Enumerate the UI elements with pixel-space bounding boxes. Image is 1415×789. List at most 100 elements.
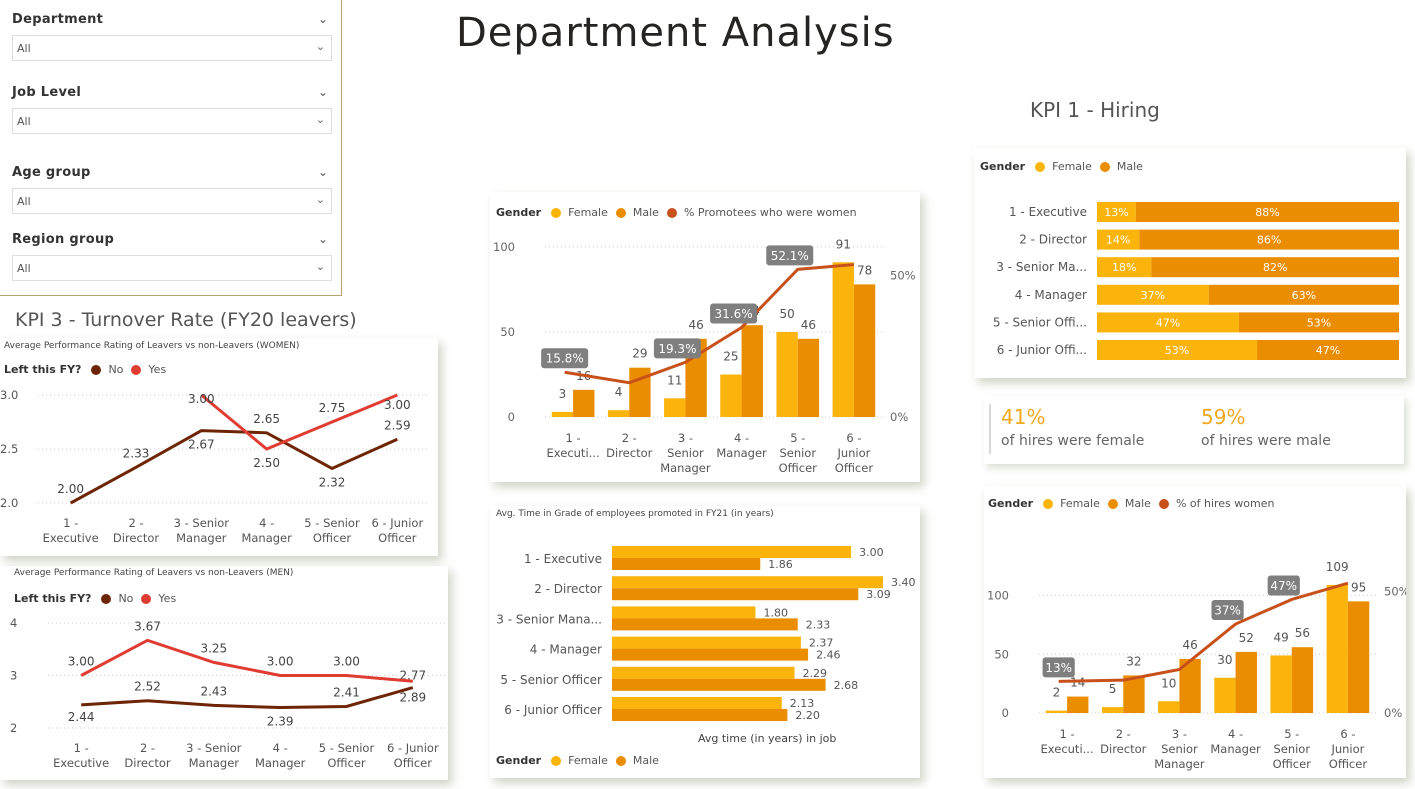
legend-no[interactable]: No: [108, 363, 124, 376]
women-rating-card[interactable]: Average Performance Rating of Leavers vs…: [0, 338, 438, 556]
data-label-female: 37%: [1141, 289, 1165, 302]
data-label-female: 53%: [1165, 344, 1189, 357]
y-tick-label: 2.5: [0, 442, 18, 456]
y-tick-label: 6 - Junior Offi...: [997, 343, 1087, 357]
data-label-male: 52: [1239, 631, 1254, 645]
dropdown-value: All: [17, 42, 31, 55]
slicer-age-group[interactable]: Age group ⌄ All ⌄: [12, 165, 332, 214]
slicer-label: Region group: [12, 232, 115, 247]
legend-pct[interactable]: % Promotees who were women: [683, 206, 857, 219]
data-label-female: 1.80: [763, 606, 788, 619]
bar-male: [573, 389, 595, 417]
legend-male[interactable]: Male: [1116, 160, 1143, 173]
department-dropdown[interactable]: All ⌄: [12, 35, 332, 61]
legend-marker: [1099, 161, 1110, 172]
region-group-dropdown[interactable]: All ⌄: [12, 255, 332, 281]
chevron-down-icon[interactable]: ⌄: [315, 260, 325, 273]
bar-female: [612, 666, 795, 679]
hiring-share-card[interactable]: Gender Female Male 1 - Executive 13% 88% 2 …: [974, 148, 1406, 378]
legend: Gender Female Male % Promotees who were …: [496, 206, 857, 219]
data-label-badge: [653, 338, 701, 359]
chevron-down-icon[interactable]: ⌄: [317, 12, 328, 26]
legend-female[interactable]: Female: [568, 206, 608, 219]
age-group-dropdown[interactable]: All ⌄: [12, 188, 332, 214]
kpi-hires-card: 41% of hires were female 59% of hires we…: [984, 396, 1404, 464]
kpi-female: 41% of hires were female: [1001, 405, 1144, 449]
bar-female: [1326, 584, 1348, 713]
x-tick-label: Manager: [189, 756, 240, 770]
bar-male: [1151, 257, 1399, 278]
chevron-down-icon[interactable]: ⌄: [317, 232, 328, 246]
slicer-region-group[interactable]: Region group ⌄ All ⌄: [12, 232, 332, 281]
x-tick-label: 3 -: [678, 431, 693, 445]
chevron-down-icon[interactable]: ⌄: [317, 165, 328, 179]
bar-male: [612, 618, 798, 631]
y2-tick-label: 0%: [1384, 706, 1402, 720]
legend-yes[interactable]: Yes: [158, 592, 177, 605]
legend-title: Gender: [988, 497, 1034, 510]
data-label: 2.75: [319, 401, 346, 415]
legend-male[interactable]: Male: [632, 754, 659, 767]
y-tick-label: 4: [10, 616, 17, 630]
data-label-badge: [1042, 657, 1075, 678]
legend-female[interactable]: Female: [1052, 160, 1092, 173]
bar-female: [1270, 655, 1292, 713]
data-label: 3.00: [188, 392, 215, 406]
legend-female[interactable]: Female: [1060, 497, 1100, 510]
slicer-department[interactable]: Department ⌄ All ⌄: [12, 12, 332, 61]
data-label-male: 2.68: [834, 679, 859, 692]
kpi-label: of hires were male: [1201, 433, 1331, 449]
legend-male[interactable]: Male: [1124, 497, 1151, 510]
x-tick-label: Manager: [660, 461, 711, 475]
bar-female: [664, 398, 686, 417]
chevron-down-icon[interactable]: ⌄: [315, 193, 325, 206]
data-label-female: 3.00: [859, 546, 884, 559]
data-label-male: 29: [632, 347, 647, 361]
chart-title: Average Performance Rating of Leavers vs…: [14, 568, 294, 578]
y-tick-label: 2 - Director: [534, 582, 602, 596]
data-label-female: 5: [1109, 682, 1117, 696]
legend: Gender Female Male: [980, 160, 1143, 173]
data-label: 31.6%: [715, 307, 753, 321]
legend-pct[interactable]: % of hires women: [1175, 497, 1275, 510]
job-level-dropdown[interactable]: All ⌄: [12, 108, 332, 134]
x-tick-label: 5 - Senior: [304, 516, 360, 530]
legend-male[interactable]: Male: [632, 206, 659, 219]
chevron-down-icon[interactable]: ⌄: [315, 113, 325, 126]
x-tick-label: 2 -: [622, 431, 637, 445]
data-label: 2.77: [399, 669, 426, 683]
kpi-male: 59% of hires were male: [1201, 405, 1331, 449]
legend-yes[interactable]: Yes: [148, 363, 167, 376]
line-no: [81, 686, 414, 710]
data-label-male: 56: [1295, 626, 1310, 640]
chevron-down-icon[interactable]: ⌄: [317, 85, 328, 99]
data-label-male: 46: [1182, 638, 1197, 652]
x-tick-label: 1 -: [63, 516, 78, 530]
x-tick-label: 5 -: [1284, 727, 1299, 741]
chevron-down-icon[interactable]: ⌄: [315, 40, 325, 53]
legend-no[interactable]: No: [118, 592, 134, 605]
x-tick-label: Manager: [176, 531, 227, 545]
data-label: 2.00: [57, 482, 84, 496]
data-label: 2.59: [384, 418, 411, 432]
legend-female[interactable]: Female: [568, 754, 608, 767]
men-rating-card[interactable]: Average Performance Rating of Leavers vs…: [0, 566, 448, 780]
legend-marker: [101, 593, 112, 604]
promotion-chart-card[interactable]: Gender Female Male % Promotees who were …: [490, 192, 920, 482]
bar-male: [1238, 312, 1399, 333]
bar-female: [1045, 710, 1068, 713]
legend-title: Left this FY?: [4, 363, 82, 376]
slicer-job-level[interactable]: Job Level ⌄ All ⌄: [12, 85, 332, 134]
data-label: 15.8%: [546, 352, 584, 366]
time-in-grade-card[interactable]: Avg. Time in Grade of employees promoted…: [490, 506, 920, 778]
data-label-female: 18%: [1112, 261, 1136, 274]
x-tick-label: Senior: [1273, 742, 1310, 756]
kpi-value: 59%: [1201, 405, 1246, 429]
x-tick-label: Director: [1100, 742, 1146, 756]
x-tick-label: 5 -: [790, 431, 805, 445]
y2-tick-label: 0%: [890, 410, 908, 424]
data-label-female: 2.13: [790, 697, 815, 710]
x-tick-label: 6 - Junior: [371, 516, 423, 530]
hires-chart-card[interactable]: Gender Female Male % of hires women 100 5…: [984, 486, 1410, 778]
